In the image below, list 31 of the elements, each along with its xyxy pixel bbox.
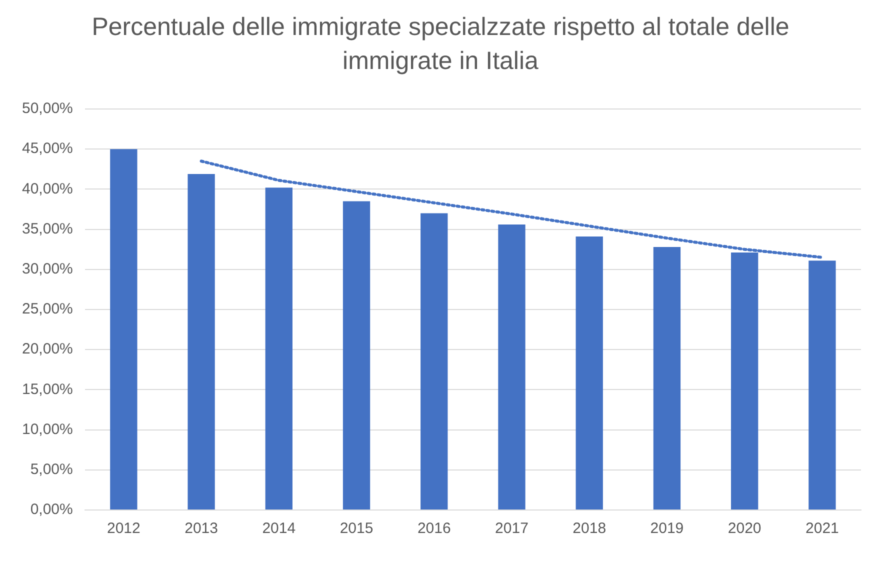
y-tick-label: 0,00% bbox=[30, 501, 73, 518]
y-tick-label: 50,00% bbox=[22, 100, 73, 118]
bar bbox=[576, 236, 603, 510]
bar bbox=[420, 213, 448, 510]
x-tick-label: 2018 bbox=[572, 520, 606, 538]
bar bbox=[342, 201, 370, 510]
bar bbox=[653, 246, 681, 510]
bar bbox=[265, 188, 292, 510]
bar bbox=[188, 174, 215, 510]
x-tick-label: 2013 bbox=[184, 520, 218, 538]
y-tick-label: 40,00% bbox=[22, 180, 73, 198]
x-tick-label: 2019 bbox=[650, 520, 684, 538]
chart-title: Percentuale delle immigrate specialzzate rispetto al totale delle immigrate in Italia bbox=[90, 12, 790, 77]
y-tick-label: 30,00% bbox=[22, 260, 73, 278]
x-tick-label: 2016 bbox=[417, 520, 451, 538]
y-tick-label: 15,00% bbox=[22, 380, 73, 398]
y-tick-label: 5,00% bbox=[30, 461, 73, 478]
bar bbox=[110, 149, 138, 510]
y-tick-label: 35,00% bbox=[22, 220, 73, 238]
x-tick-label: 2020 bbox=[728, 520, 762, 538]
bar bbox=[498, 224, 526, 510]
x-tick-label: 2014 bbox=[262, 520, 296, 538]
x-tick-label: 2017 bbox=[495, 520, 528, 538]
bar bbox=[808, 260, 836, 510]
y-tick-label: 45,00% bbox=[22, 140, 73, 158]
x-tick-label: 2012 bbox=[106, 520, 140, 538]
x-tick-label: 2021 bbox=[806, 520, 839, 538]
y-tick-label: 10,00% bbox=[22, 420, 73, 438]
y-tick-label: 25,00% bbox=[22, 300, 73, 318]
x-tick-label: 2015 bbox=[340, 520, 374, 538]
y-tick-label: 20,00% bbox=[22, 340, 73, 358]
